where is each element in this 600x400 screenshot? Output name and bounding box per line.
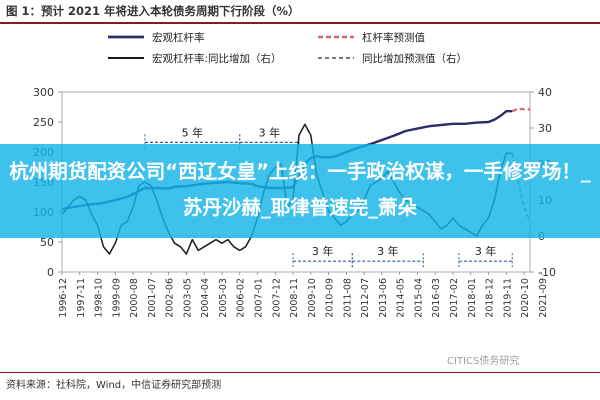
right-tick-label: -10 (538, 266, 556, 279)
x-tick-label: 2011-08 (342, 278, 353, 318)
x-tick-label: 2008-11 (289, 278, 300, 318)
source-note: 资料来源：社科院，Wind，中信证券研究部预测 (6, 380, 222, 391)
x-tick-label: 2004-04 (200, 278, 211, 318)
legend-leverage-forecast-label: 杠杆率预测值 (362, 31, 425, 44)
annotation-label: 3 年 (312, 244, 334, 258)
source-rule (0, 372, 600, 373)
x-tick-label: 2018-12 (485, 278, 496, 318)
right-tick-label: 40 (538, 86, 552, 99)
annotation-label: 5 年 (182, 125, 204, 139)
headline-text: 杭州期货配资公司“西辽女皇”上线：一手政治权谋，一手修罗场！_苏丹沙赫_耶律普速… (9, 160, 591, 219)
x-tick-label: 2014-05 (396, 278, 407, 318)
x-tick-label: 2018-01 (467, 278, 478, 318)
x-tick-label: 2001-07 (147, 278, 158, 318)
x-tick-label: 2005-03 (218, 278, 229, 318)
legend-yoy-label: 宏观杠杆率:同比增加（右） (152, 52, 282, 65)
leverage-forecast-line (511, 107, 530, 113)
x-tick-label: 2019-11 (502, 278, 513, 318)
x-tick-label: 2007-01 (253, 278, 264, 318)
x-tick-label: 2007-12 (271, 278, 282, 318)
figure-title: 图 1：预计 2021 年将进入本轮债务周期下行阶段（%） (6, 4, 300, 18)
x-tick-label: 1999-09 (111, 278, 122, 318)
x-tick-label: 2021-09 (538, 278, 549, 318)
annotation-label: 3 年 (259, 125, 281, 139)
legend-leverage-label: 宏观杠杆率 (152, 31, 205, 44)
x-tick-label: 2002-06 (165, 278, 176, 318)
left-tick-label: 250 (33, 116, 54, 129)
x-tick-label: 2016-03 (431, 278, 442, 318)
x-tick-label: 1998-10 (94, 278, 105, 318)
left-tick-label: 0 (47, 266, 54, 279)
x-tick-label: 2009-10 (307, 278, 318, 318)
annotation-label: 3 年 (475, 244, 497, 258)
x-tick-label: 2006-02 (236, 278, 247, 318)
x-tick-label: 2000-08 (129, 278, 140, 318)
left-tick-label: 300 (33, 86, 54, 99)
x-tick-label: 2003-05 (182, 278, 193, 318)
title-rule (0, 22, 600, 24)
x-tick-label: 1996-12 (58, 278, 69, 318)
headline-banner: 杭州期货配资公司“西辽女皇”上线：一手政治权谋，一手修罗场！_苏丹沙赫_耶律普速… (0, 144, 600, 238)
right-tick-label: 30 (538, 122, 552, 135)
x-tick-label: 2017-02 (449, 278, 460, 318)
x-tick-label: 1997-11 (76, 278, 87, 318)
annotation-label: 3 年 (377, 244, 399, 258)
left-tick-label: 50 (40, 236, 54, 249)
x-tick-label: 2012-07 (360, 278, 371, 318)
legend-yoy-forecast-label: 同比增加预测值（右） (362, 52, 467, 65)
x-tick-label: 2020-10 (520, 278, 531, 318)
watermark-text: CITICS债务研究 (447, 356, 520, 367)
x-tick-label: 2015-04 (413, 278, 424, 318)
x-tick-label: 2010-09 (325, 278, 336, 318)
x-tick-label: 2013-06 (378, 278, 389, 318)
